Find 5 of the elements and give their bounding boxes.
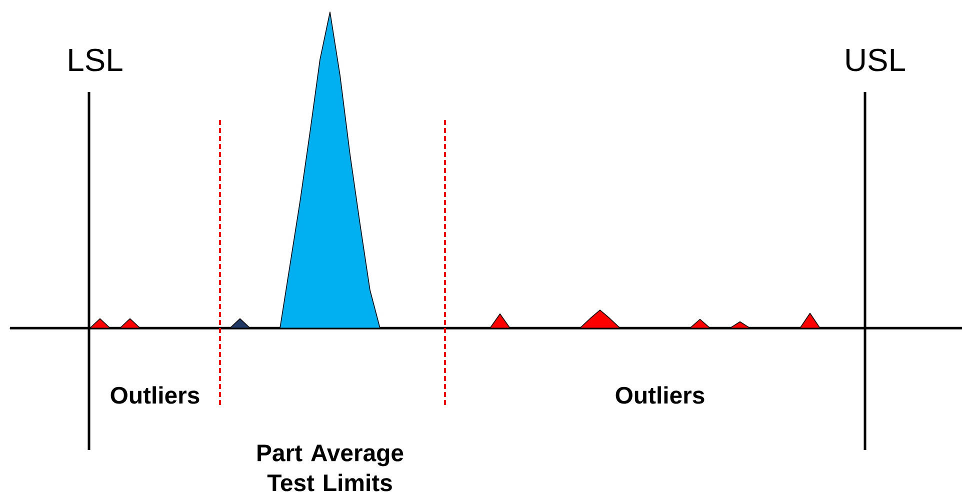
text: Part Average Test Limits — [258, 444, 404, 492]
text: Outliers — [110, 386, 200, 404]
annotation: LSL — [69, 48, 122, 72]
text: Outliers — [616, 386, 704, 404]
annotation: USL — [846, 48, 905, 72]
